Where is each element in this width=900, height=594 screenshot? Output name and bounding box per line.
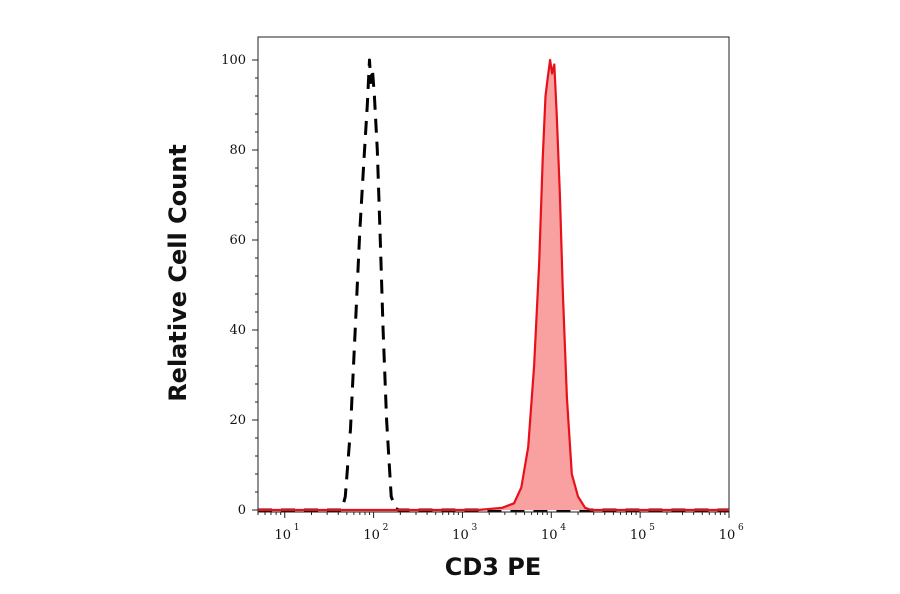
plot-frame — [257, 36, 730, 513]
x-tick-exponent: 6 — [738, 523, 744, 533]
x-tick-exponent: 2 — [383, 523, 389, 533]
x-tick-label: 10 — [630, 528, 647, 543]
x-tick-label: 10 — [274, 528, 291, 543]
x-axis-label: CD3 PE — [445, 553, 542, 581]
y-tick-label: 0 — [238, 503, 246, 518]
y-tick-label: 100 — [221, 53, 246, 68]
y-tick-label: 40 — [229, 323, 246, 338]
x-tick-exponent: 1 — [294, 523, 300, 533]
x-tick-exponent: 3 — [471, 523, 477, 533]
x-tick-exponent: 5 — [649, 523, 655, 533]
series-2-line — [258, 58, 729, 512]
y-axis-ticks: 0 20 40 60 80 100 — [221, 53, 258, 518]
series-1-line — [258, 58, 729, 512]
x-axis-ticks: 10 1 10 2 10 3 10 4 10 5 10 6 — [257, 512, 744, 543]
series-layer — [258, 58, 729, 512]
x-tick-label: 10 — [541, 528, 558, 543]
x-tick-label: 10 — [719, 528, 736, 543]
y-tick-label: 60 — [229, 233, 246, 248]
y-tick-label: 20 — [229, 413, 246, 428]
x-tick-label: 10 — [452, 528, 469, 543]
y-tick-label: 80 — [229, 143, 246, 158]
x-tick-label: 10 — [363, 528, 380, 543]
x-tick-exponent: 4 — [560, 523, 566, 533]
y-axis-label: Relative Cell Count — [164, 144, 192, 402]
series-2-fill — [258, 60, 729, 510]
